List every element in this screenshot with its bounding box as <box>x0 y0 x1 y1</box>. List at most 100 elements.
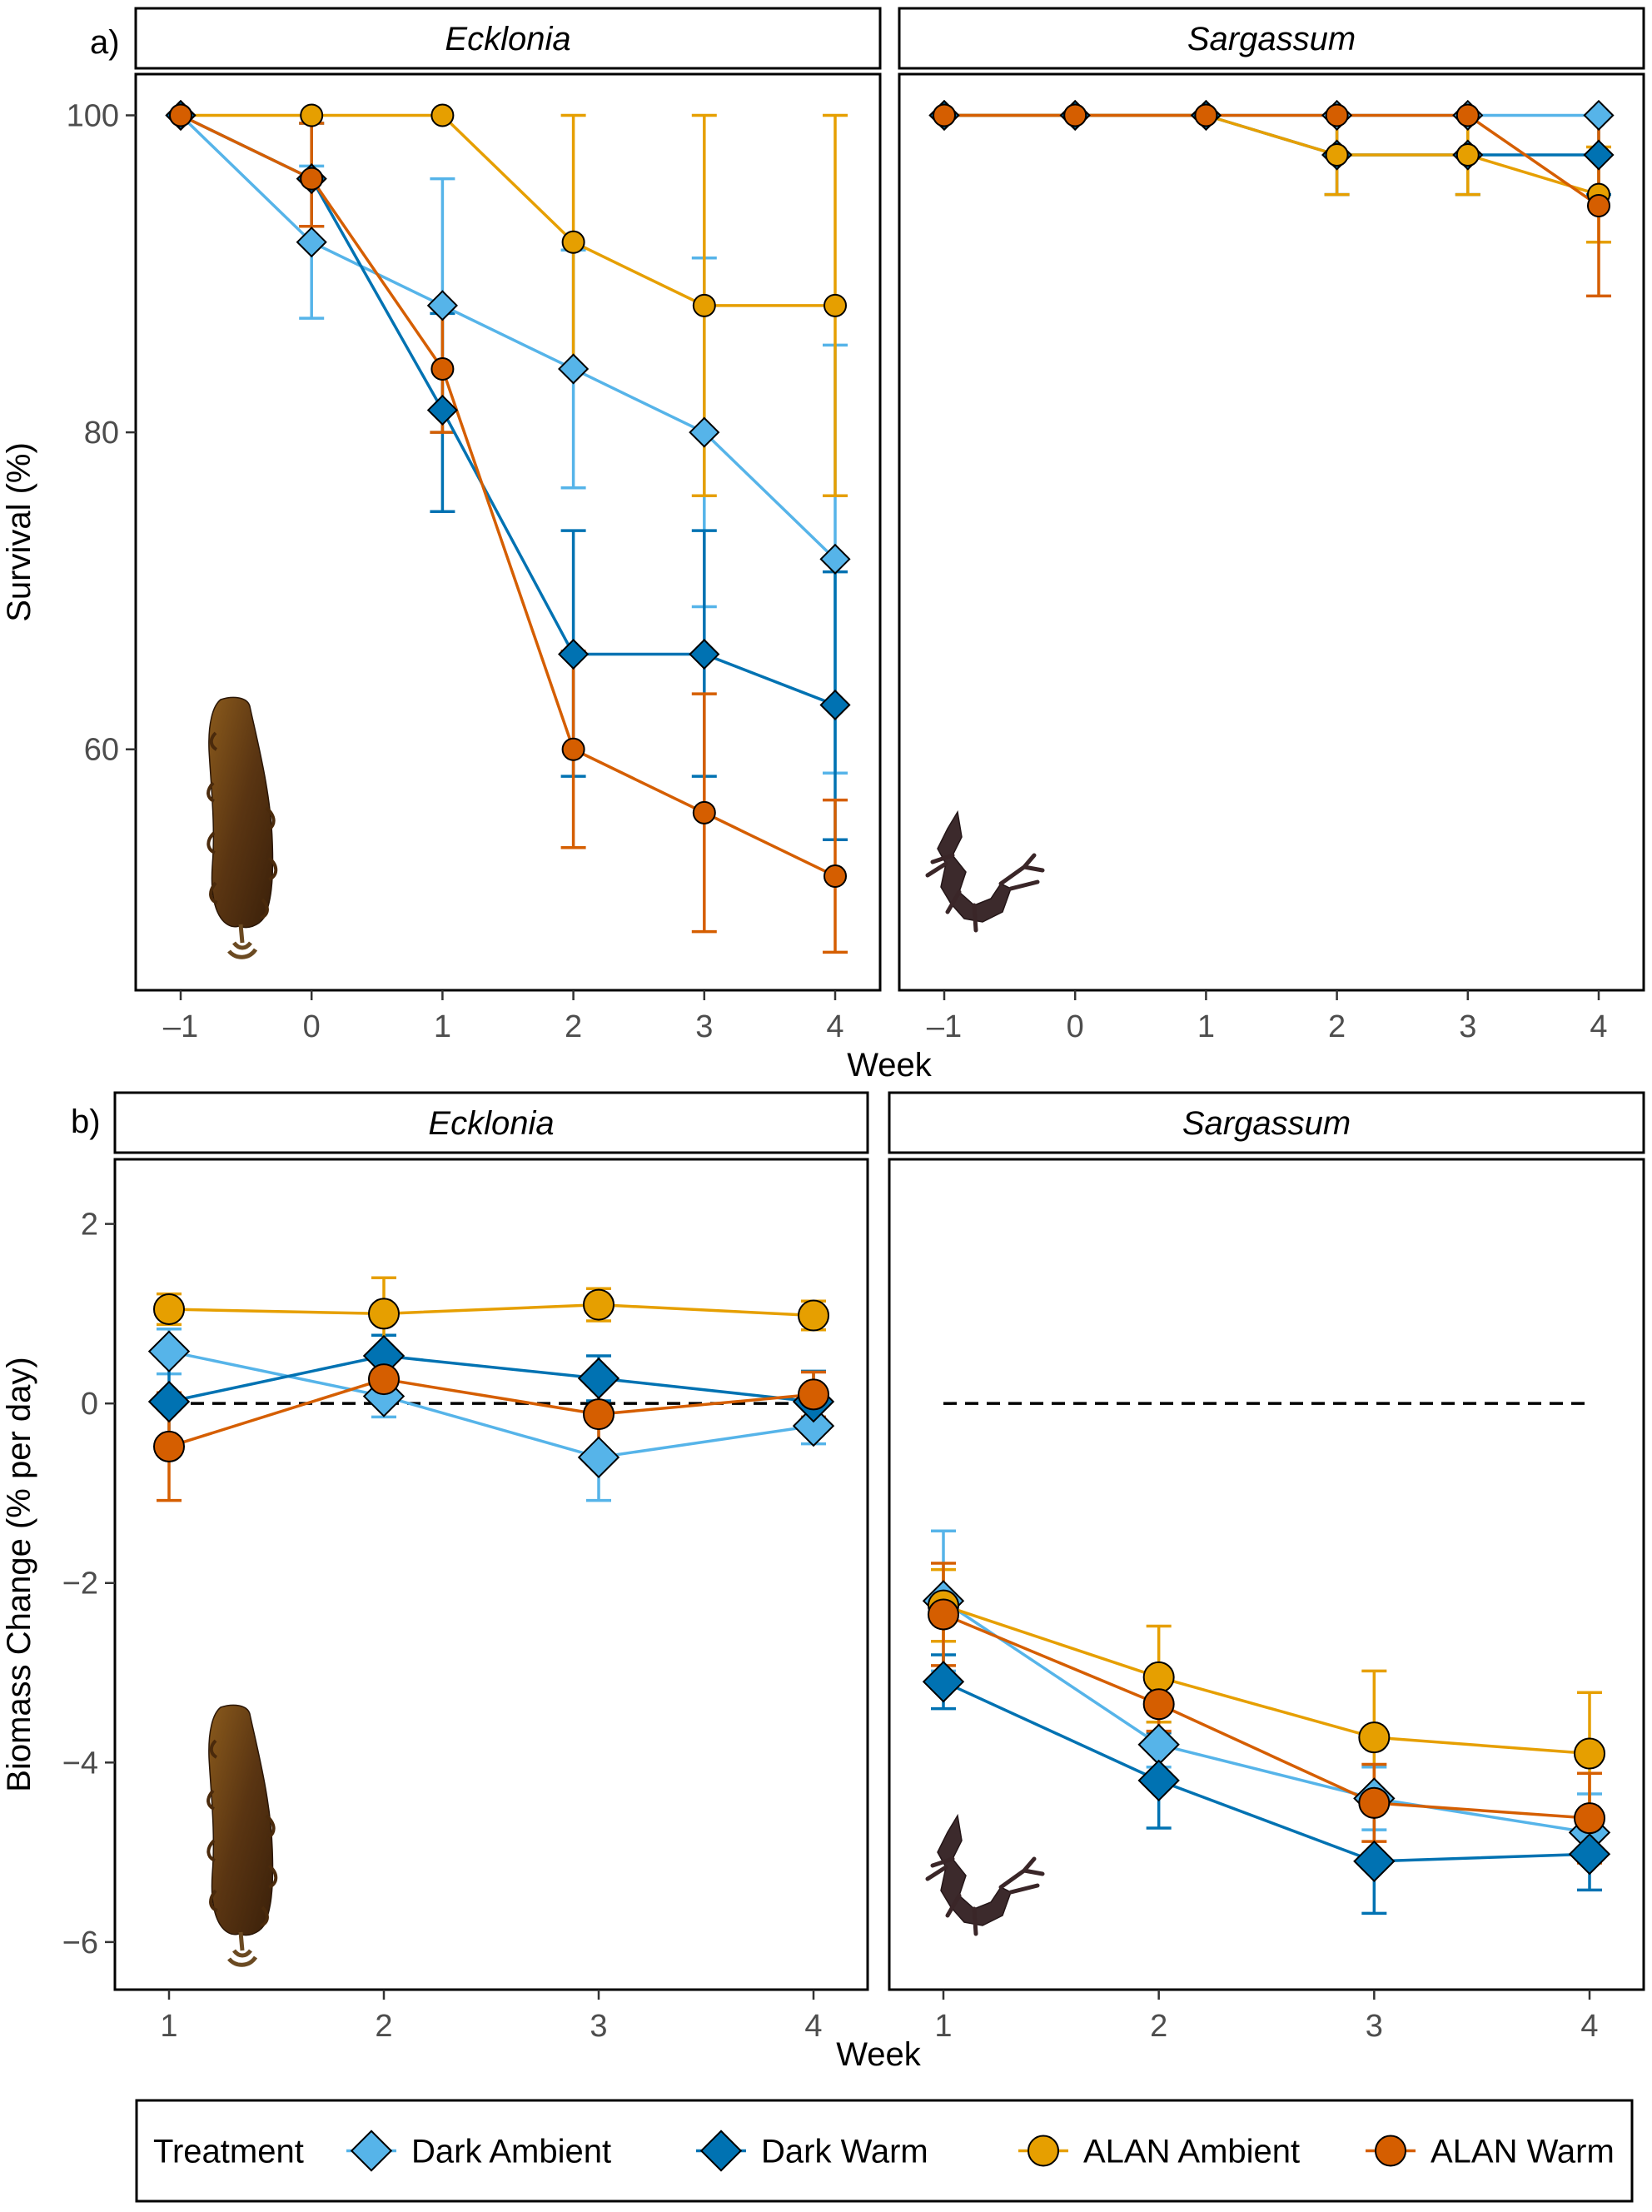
x-tick-label: 4 <box>826 1009 843 1044</box>
point-alan-warm <box>1063 103 1087 127</box>
series-line-alan-warm <box>944 113 1600 207</box>
x-tick-label: 1 <box>1197 1009 1215 1044</box>
y-tick-label: 60 <box>84 733 119 768</box>
point-dark-warm <box>147 1380 191 1423</box>
point-dark-warm <box>922 1661 965 1703</box>
y-tick-label: 0 <box>81 1387 98 1422</box>
facet-strip <box>134 7 882 70</box>
series-line-dark-ambient <box>179 114 837 560</box>
point-alan-ambient <box>1358 1721 1391 1754</box>
panel-frame <box>898 72 1645 992</box>
point-alan-warm <box>430 356 455 381</box>
point-alan-warm <box>933 103 956 127</box>
series-line-dark-ambient <box>943 1599 1590 1835</box>
point-dark-warm <box>426 394 458 426</box>
series-line-dark-warm <box>943 1680 1590 1863</box>
point-alan-ambient <box>430 103 455 127</box>
legend-key-dark-warm <box>699 2130 743 2172</box>
point-alan-ambient <box>798 1299 829 1332</box>
legend-title: Treatment <box>153 2134 304 2170</box>
point-alan-warm <box>798 1378 829 1411</box>
point-dark-warm <box>1568 1833 1611 1876</box>
ecklonia-stipe <box>227 1931 258 1967</box>
point-alan-ambient <box>692 293 716 317</box>
panel-label: a) <box>90 24 120 61</box>
x-tick-label: 0 <box>1067 1009 1084 1044</box>
point-alan-warm <box>1142 1688 1175 1721</box>
x-tick-label: 2 <box>565 1009 582 1044</box>
x-tick-label: 1 <box>160 2009 177 2044</box>
legend-key-alan-ambient <box>1028 2135 1059 2167</box>
x-axis-label: Week <box>836 2036 922 2073</box>
point-alan-warm <box>1194 103 1218 127</box>
point-alan-ambient <box>561 230 585 254</box>
facet-strip <box>113 1091 869 1154</box>
point-alan-ambient <box>1325 143 1349 167</box>
facet-title: Ecklonia <box>445 21 570 57</box>
x-tick-label: 4 <box>1590 1009 1607 1044</box>
point-alan-warm <box>692 800 716 825</box>
point-dark-ambient <box>296 227 327 258</box>
point-dark-warm <box>558 638 590 670</box>
point-alan-ambient <box>300 103 324 127</box>
point-alan-warm <box>1358 1786 1391 1819</box>
x-tick-label: 4 <box>804 2009 822 2044</box>
point-alan-warm <box>824 864 847 888</box>
x-tick-label: 2 <box>1328 1009 1346 1044</box>
panel-frame <box>888 1158 1645 1991</box>
legend-key-alan-warm <box>1375 2135 1406 2167</box>
ecklonia-ruffles <box>206 731 278 919</box>
point-alan-ambient <box>1142 1661 1175 1693</box>
point-dark-warm <box>1137 1759 1180 1802</box>
ecklonia-image <box>206 696 278 959</box>
y-tick-label: −2 <box>62 1567 98 1602</box>
point-alan-warm <box>1574 1802 1605 1835</box>
x-tick-label: 3 <box>590 2009 607 2044</box>
point-dark-warm <box>577 1357 620 1400</box>
series-line-dark-warm <box>168 1354 814 1403</box>
sargassum-branches <box>925 1856 1045 1936</box>
facet-title: Ecklonia <box>428 1105 554 1142</box>
point-dark-ambient <box>147 1330 191 1373</box>
facet-strip <box>898 7 1645 70</box>
point-alan-warm <box>169 103 192 127</box>
legend-label-alan-warm: ALAN Warm <box>1431 2134 1615 2170</box>
legend-label-alan-ambient: ALAN Ambient <box>1083 2134 1300 2170</box>
x-tick-label: –1 <box>163 1009 198 1044</box>
point-alan-ambient <box>1455 143 1480 167</box>
facet-strip <box>888 1091 1645 1154</box>
y-axis-label: Biomass Change (% per day) <box>1 1357 37 1791</box>
point-dark-ambient <box>819 543 851 575</box>
x-tick-label: –1 <box>927 1009 962 1044</box>
panel-label: b) <box>71 1104 101 1140</box>
x-tick-label: 3 <box>1366 2009 1383 2044</box>
x-axis-label: Week <box>847 1047 933 1084</box>
point-dark-ambient <box>792 1404 835 1447</box>
point-dark-warm <box>689 638 720 670</box>
legend-key-dark-ambient <box>350 2130 393 2172</box>
y-axis-label: Survival (%) <box>1 442 37 622</box>
x-tick-label: 2 <box>375 2009 392 2044</box>
x-tick-label: 4 <box>1580 2009 1598 2044</box>
series-line-alan-warm <box>943 1612 1590 1820</box>
series-line-alan-warm <box>180 113 836 878</box>
series-line-alan-ambient <box>943 1604 1590 1756</box>
y-tick-label: 100 <box>67 98 119 133</box>
ecklonia-image <box>206 1704 278 1967</box>
series-line-dark-ambient <box>168 1349 814 1459</box>
point-dark-ambient <box>558 353 590 385</box>
point-dark-ambient <box>689 416 720 448</box>
legend-label-dark-ambient: Dark Ambient <box>411 2134 611 2170</box>
point-alan-ambient <box>1574 1737 1605 1770</box>
point-alan-warm <box>153 1430 185 1462</box>
point-alan-ambient <box>368 1298 400 1330</box>
series-line-alan-ambient <box>168 1303 814 1318</box>
x-tick-label: 2 <box>1150 2009 1167 2044</box>
facet-title: Sargassum <box>1187 21 1356 57</box>
sargassum-branches <box>925 853 1045 933</box>
x-tick-label: 1 <box>434 1009 451 1044</box>
sargassum-image <box>925 1813 1045 1936</box>
point-alan-warm <box>368 1363 400 1396</box>
y-tick-label: −4 <box>62 1746 98 1781</box>
point-alan-warm <box>928 1598 959 1631</box>
